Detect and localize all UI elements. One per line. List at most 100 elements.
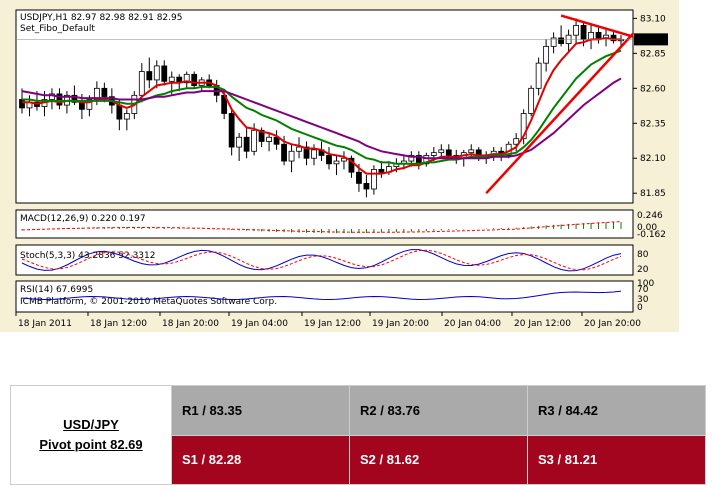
macd-label: MACD(12,26,9) 0.220 0.197	[20, 214, 146, 224]
candle-body	[236, 136, 243, 148]
candle-body	[153, 65, 160, 81]
moving-average-line-2	[22, 49, 622, 165]
candle-body	[191, 73, 198, 86]
candle-body	[296, 146, 302, 152]
candle-body	[228, 113, 235, 148]
stoch-tick-label: 80	[637, 250, 649, 260]
panel-macd	[15, 209, 634, 239]
rsi-label: RSI(14) 67.6995	[20, 285, 93, 295]
r3-cell: R3 / 84.42	[527, 385, 706, 436]
candle-body	[580, 24, 587, 40]
candle-body	[468, 149, 475, 154]
candle-body	[430, 152, 437, 156]
pivot-label-cell: USD/JPY Pivot point 82.69	[10, 385, 172, 485]
time-label: 20 Jan 12:00	[514, 319, 571, 329]
price-tick-label: 83.10	[640, 14, 666, 24]
panel-stoch	[15, 244, 634, 276]
candle-body	[348, 157, 355, 173]
candle-body	[520, 113, 527, 140]
candle-body	[258, 129, 265, 142]
candle-body	[288, 150, 295, 162]
candle-body	[138, 71, 145, 96]
candle-body	[356, 171, 362, 184]
candle-body	[438, 149, 445, 154]
candle-body	[251, 129, 258, 152]
candle-body	[550, 37, 557, 47]
stoch-tick-label: 20	[637, 265, 649, 275]
candle-body	[183, 73, 190, 84]
candle-body	[558, 37, 564, 44]
uptrend-line	[485, 32, 634, 195]
time-label: 18 Jan 2011	[18, 319, 72, 329]
macd-tick-label: -0.162	[637, 230, 666, 240]
price-tick-label: 82.60	[640, 84, 666, 94]
pivot-point-label: Pivot point 82.69	[39, 437, 143, 452]
candle-body	[86, 99, 93, 110]
candle-body	[535, 62, 542, 89]
rsi-line	[21, 290, 622, 301]
stoch-label: Stoch(5,3,3) 43.2836 52.3312	[20, 251, 155, 261]
pair-label: USD/JPY	[63, 417, 119, 432]
rsi-tick-label: 0	[637, 303, 643, 313]
stoch-signal-line	[21, 249, 622, 271]
candle-body	[71, 94, 78, 103]
time-label: 19 Jan 20:00	[372, 319, 429, 329]
time-label: 20 Jan 04:00	[444, 319, 501, 329]
candle-body	[595, 31, 602, 39]
candle-body	[311, 149, 317, 159]
moving-average-line-1	[22, 36, 621, 175]
candle-body	[303, 146, 310, 159]
candle-body	[378, 169, 385, 173]
stoch-main-line	[21, 249, 622, 272]
candle-body	[423, 155, 430, 165]
candle-body	[101, 87, 108, 98]
rsi-tick-label: 30	[637, 295, 649, 305]
watermark-text: ICMB Platform, © 2001-2010 MetaQuotes So…	[20, 297, 277, 307]
candle-body	[116, 104, 123, 120]
pivot-table: USD/JPY Pivot point 82.69 R1 / 83.35 R2 …	[10, 385, 706, 485]
price-tick-label: 82.85	[640, 49, 666, 59]
panel-price	[15, 9, 634, 204]
candle-body	[445, 149, 452, 156]
last-price-label: 82.95	[638, 35, 664, 45]
s2-cell: S2 / 81.62	[349, 434, 528, 485]
price-chart: 83.10 82.85 82.60 82.35 82.10 81.85 82.95 USDJP…	[15, 9, 668, 329]
r2-cell: R2 / 83.76	[349, 385, 528, 436]
candle-body	[266, 136, 272, 142]
candle-body	[371, 169, 377, 190]
candle-body	[243, 136, 250, 152]
s3-cell: S3 / 81.21	[527, 434, 706, 485]
time-label: 19 Jan 04:00	[231, 319, 288, 329]
price-tick-label: 82.35	[640, 119, 666, 129]
candle-body	[326, 155, 332, 165]
downtrend-line	[560, 14, 634, 38]
last-price-box	[634, 33, 668, 46]
candle-body	[56, 93, 63, 106]
template-label: Set_Fibo_Default	[20, 24, 95, 34]
candle-body	[513, 138, 520, 145]
candle-body	[273, 136, 280, 145]
r1-cell: R1 / 83.35	[171, 385, 350, 436]
candle-body	[79, 101, 85, 110]
candle-body	[573, 24, 579, 36]
candle-body	[281, 143, 287, 162]
rsi-tick-label: 70	[637, 285, 649, 295]
time-label: 18 Jan 12:00	[90, 319, 147, 329]
candle-body	[146, 71, 153, 81]
candle-body	[363, 183, 370, 190]
candle-body	[528, 87, 535, 114]
time-label: 20 Jan 20:00	[584, 319, 641, 329]
s1-cell: S1 / 82.28	[171, 434, 350, 485]
time-label: 19 Jan 12:00	[304, 319, 361, 329]
time-label: 18 Jan 20:00	[162, 319, 219, 329]
candle-body	[341, 157, 347, 162]
candle-body	[168, 76, 175, 82]
candle-body	[333, 160, 340, 165]
candle-body	[19, 99, 25, 109]
candle-body	[161, 65, 168, 82]
candle-body	[543, 45, 550, 64]
rsi-tick-label: 100	[637, 279, 654, 289]
macd-tick-label: 0.00	[637, 223, 657, 233]
candle-body	[123, 113, 130, 120]
price-tick-label: 82.10	[640, 154, 666, 164]
